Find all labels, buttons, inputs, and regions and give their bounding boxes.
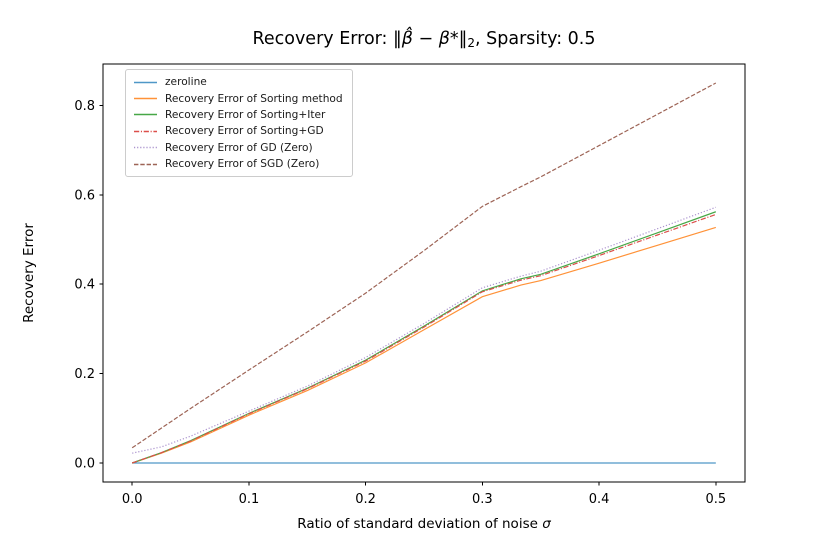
x-tick-label: 0.3 xyxy=(472,492,493,507)
legend-item: Recovery Error of GD (Zero) xyxy=(133,140,343,156)
title-norm-close: ‖ xyxy=(458,29,468,49)
series-line-recovery-error-of-gd-zero xyxy=(132,206,717,454)
title-text-before: Recovery Error: xyxy=(252,29,393,49)
legend-line-sample xyxy=(134,114,157,116)
title-minus: − xyxy=(412,29,439,49)
legend-label: Recovery Error of Sorting method xyxy=(165,92,343,105)
legend-label: Recovery Error of GD (Zero) xyxy=(165,141,313,154)
series-line-recovery-error-of-sorting-method xyxy=(131,226,716,464)
legend-item: Recovery Error of Sorting method xyxy=(133,90,343,106)
series-line-recovery-error-of-sorting-gd xyxy=(131,213,717,464)
y-tick-label: 0.2 xyxy=(74,367,95,382)
legend-item: Recovery Error of SGD (Zero) xyxy=(133,156,343,172)
y-tick-label: 0.6 xyxy=(74,188,95,203)
y-tick-label: 0.4 xyxy=(74,278,95,293)
x-tick-label: 0.1 xyxy=(239,492,260,507)
legend-line-sample xyxy=(134,163,157,165)
y-tick-label: 0.0 xyxy=(74,457,95,472)
x-tick-label: 0.4 xyxy=(589,492,610,507)
legend-label: Recovery Error of Sorting+Iter xyxy=(165,108,326,121)
series-line-recovery-error-of-sgd-zero xyxy=(131,82,717,449)
chart-title: Recovery Error: ‖β̂ − β*‖2, Sparsity: 0.… xyxy=(124,29,724,50)
title-beta-hat: β̂ xyxy=(401,29,413,49)
series-line-recovery-error-of-sorting-iter xyxy=(131,211,717,464)
title-norm-open: ‖ xyxy=(393,29,402,49)
legend-line-sample xyxy=(134,147,157,149)
x-axis-label-sigma: σ xyxy=(542,516,551,532)
legend: zeroline Recovery Error of Sorting method… xyxy=(125,69,353,178)
axes-spines xyxy=(102,63,746,483)
y-axis-label: Recovery Error xyxy=(21,173,41,373)
x-tick-label: 0.2 xyxy=(355,492,376,507)
legend-label: Recovery Error of Sorting+GD xyxy=(165,125,324,138)
x-axis-label-text: Ratio of standard deviation of noise xyxy=(297,516,543,532)
y-tick-label: 0.8 xyxy=(74,99,95,114)
legend-label: zeroline xyxy=(165,76,207,89)
x-tick-label: 0.0 xyxy=(122,492,143,507)
legend-item: Recovery Error of Sorting+GD xyxy=(133,123,343,139)
legend-line-sample xyxy=(134,130,157,133)
title-subscript: 2 xyxy=(467,36,476,50)
legend-item: zeroline xyxy=(133,74,343,90)
y-axis-label-text: Recovery Error xyxy=(21,223,37,323)
x-tick-label: 0.5 xyxy=(705,492,726,507)
x-axis-label: Ratio of standard deviation of noise σ xyxy=(224,516,624,532)
title-text-after: , Sparsity: 0.5 xyxy=(475,29,596,49)
legend-line-sample xyxy=(134,97,157,100)
legend-label: Recovery Error of SGD (Zero) xyxy=(165,158,320,171)
legend-item: Recovery Error of Sorting+Iter xyxy=(133,107,343,123)
legend-line-sample xyxy=(134,81,157,83)
title-beta-star: β* xyxy=(438,29,459,49)
